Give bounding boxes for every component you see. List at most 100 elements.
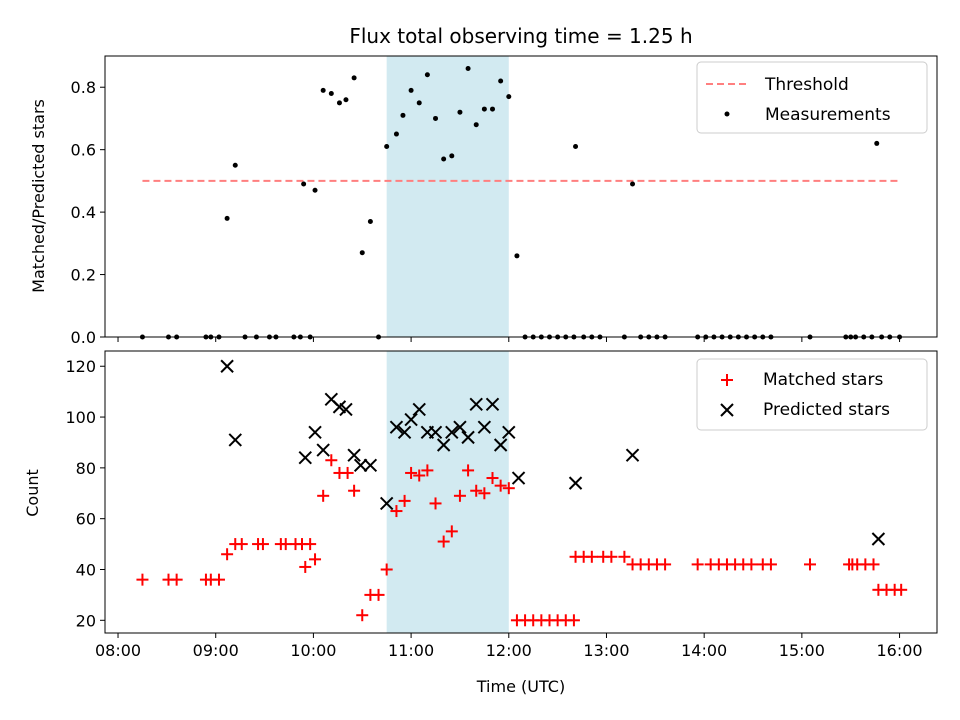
matched-point bbox=[356, 609, 369, 622]
predicted-point bbox=[220, 359, 234, 373]
measurement-point bbox=[573, 144, 579, 150]
matched-point bbox=[585, 550, 598, 563]
matched-point bbox=[691, 558, 704, 571]
predicted-point bbox=[347, 448, 361, 462]
matched-point bbox=[453, 489, 466, 502]
matched-point bbox=[895, 583, 908, 596]
predicted-point bbox=[485, 397, 500, 412]
matched-point bbox=[618, 550, 631, 563]
predicted-point bbox=[353, 458, 368, 473]
predicted-point bbox=[477, 420, 492, 434]
matched-point bbox=[325, 454, 338, 467]
predicted-point bbox=[436, 438, 451, 452]
matched-point bbox=[317, 489, 330, 502]
measurement-point bbox=[514, 253, 520, 259]
x-tick-label: 14:00 bbox=[681, 641, 727, 660]
predicted-point bbox=[469, 397, 483, 412]
x-axis-label: Time (UTC) bbox=[476, 677, 565, 696]
top-axes-frame bbox=[104, 55, 938, 338]
measurement-point bbox=[506, 94, 512, 100]
measurement-point bbox=[343, 97, 349, 103]
matched-point bbox=[462, 464, 475, 477]
measurement-point bbox=[433, 115, 439, 121]
predicted-point bbox=[412, 402, 426, 417]
measurement-point bbox=[630, 181, 636, 187]
matched-point bbox=[380, 563, 393, 576]
predicted-point bbox=[379, 496, 394, 511]
measurement-point bbox=[301, 181, 307, 187]
matched-point bbox=[212, 573, 225, 586]
measurement-point bbox=[457, 109, 463, 115]
matched-point bbox=[348, 484, 361, 497]
measurement-point bbox=[473, 122, 479, 128]
predicted-point bbox=[445, 425, 459, 440]
predicted-point bbox=[502, 425, 516, 440]
measurement-point bbox=[393, 131, 399, 137]
top-y-tick-label: 0.0 bbox=[71, 328, 96, 347]
top-y-tick-label: 0.6 bbox=[71, 141, 96, 160]
legend-matched-label: Matched stars bbox=[763, 370, 883, 390]
chart-title: Flux total observing time = 1.25 h bbox=[349, 24, 692, 48]
measurement-point bbox=[498, 78, 504, 84]
predicted-point bbox=[298, 450, 312, 465]
bottom-y-tick-label: 80 bbox=[76, 459, 96, 478]
matched-point bbox=[341, 466, 354, 479]
top-legend-box bbox=[696, 61, 928, 134]
top-y-axis-label: Matched/Predicted stars bbox=[29, 99, 48, 293]
matched-point bbox=[390, 505, 403, 518]
measurement-point bbox=[416, 100, 422, 106]
measurement-point bbox=[874, 140, 880, 146]
x-tick-label: 15:00 bbox=[779, 641, 825, 660]
predicted-point bbox=[453, 420, 467, 434]
predicted-point bbox=[871, 532, 886, 546]
legend-threshold-label: Threshold bbox=[764, 75, 849, 95]
x-tick-label: 13:00 bbox=[583, 641, 629, 660]
bottom-y-tick-label: 40 bbox=[76, 560, 96, 579]
matched-point bbox=[372, 588, 385, 601]
top-y-tick-label: 0.8 bbox=[71, 78, 96, 97]
bottom-series-x bbox=[220, 359, 886, 546]
measurement-point bbox=[400, 112, 406, 118]
predicted-point bbox=[568, 476, 583, 490]
matched-point bbox=[299, 560, 312, 573]
predicted-point bbox=[363, 458, 378, 473]
bottom-legend: Matched stars Predicted stars bbox=[696, 358, 928, 431]
measurement-point bbox=[367, 218, 373, 224]
measurement-point bbox=[359, 250, 365, 256]
matched-point bbox=[745, 558, 758, 571]
bottom-y-tick-label: 60 bbox=[76, 510, 96, 529]
predicted-point bbox=[316, 443, 330, 457]
predicted-point bbox=[308, 425, 322, 440]
predicted-point bbox=[461, 430, 475, 445]
matched-point bbox=[445, 525, 458, 538]
legend-measurement-marker bbox=[724, 111, 730, 117]
matched-point bbox=[494, 479, 507, 492]
measurement-point bbox=[320, 87, 326, 93]
matched-point bbox=[804, 558, 817, 571]
top-shaded-band bbox=[386, 56, 509, 337]
measurement-point bbox=[312, 187, 318, 193]
measurement-point bbox=[449, 153, 455, 159]
legend-matched-marker bbox=[721, 374, 733, 386]
measurement-point bbox=[441, 156, 447, 162]
matched-point bbox=[309, 553, 322, 566]
x-tick-label: 09:00 bbox=[193, 641, 239, 660]
matched-point bbox=[470, 484, 483, 497]
measurement-point bbox=[408, 87, 414, 93]
matched-point bbox=[405, 466, 418, 479]
predicted-point bbox=[397, 425, 412, 440]
matched-point bbox=[605, 550, 618, 563]
legend-predicted-marker bbox=[720, 403, 734, 417]
matched-point bbox=[398, 494, 411, 507]
matched-point bbox=[170, 573, 183, 586]
matched-point bbox=[659, 558, 672, 571]
predicted-point bbox=[228, 433, 242, 447]
predicted-point bbox=[511, 471, 526, 485]
top-plot-panel: 0.0 0.2 0.4 0.6 0.8 bbox=[71, 55, 938, 347]
top-y-tick-label: 0.2 bbox=[71, 266, 96, 285]
matched-point bbox=[486, 472, 499, 485]
measurement-point bbox=[328, 90, 334, 96]
measurement-point bbox=[481, 106, 487, 112]
matched-point bbox=[567, 614, 580, 627]
